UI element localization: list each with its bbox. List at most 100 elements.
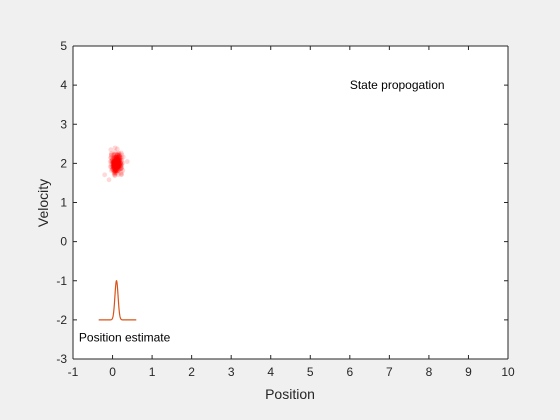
particle-point xyxy=(116,153,122,159)
particle-point xyxy=(115,152,121,158)
particle-point xyxy=(108,161,114,167)
particle-point xyxy=(113,161,119,167)
particle-point xyxy=(109,151,114,156)
particle-point xyxy=(114,164,119,170)
particle-point xyxy=(116,162,122,168)
particle-point xyxy=(120,160,126,166)
particle-point xyxy=(110,167,116,173)
particle-point xyxy=(114,164,120,170)
particle-point xyxy=(113,162,118,168)
particle-point xyxy=(115,159,121,165)
particle-point xyxy=(111,158,117,164)
particle-point xyxy=(102,172,108,178)
particle-point xyxy=(108,164,114,170)
particle-point xyxy=(113,160,118,166)
particle-point xyxy=(116,156,122,162)
particle-point xyxy=(111,155,116,161)
particle-point xyxy=(115,158,120,164)
particle-point xyxy=(115,165,120,171)
particle-point xyxy=(111,163,116,169)
particle-point xyxy=(116,164,121,169)
particle-point xyxy=(112,164,118,170)
particle-point xyxy=(115,158,121,164)
particle-point xyxy=(114,164,120,170)
particle-point xyxy=(119,152,125,158)
particle-point xyxy=(112,155,117,160)
y-tick-label: 1 xyxy=(60,196,67,210)
particle-point xyxy=(115,164,120,170)
particle-point xyxy=(110,164,116,170)
particle-point xyxy=(117,158,123,163)
particle-point xyxy=(114,152,120,158)
particle-point xyxy=(114,164,120,170)
particle-point xyxy=(115,154,121,160)
particle-point xyxy=(113,166,119,172)
particle-point xyxy=(108,147,114,153)
particle-point xyxy=(118,160,124,165)
particle-point xyxy=(111,160,117,165)
particle-point xyxy=(112,162,118,168)
particle-point xyxy=(113,163,119,169)
particle-point xyxy=(111,162,117,168)
particle-point xyxy=(107,159,113,165)
particle-point xyxy=(112,159,118,165)
particle-point xyxy=(117,155,122,160)
particle-point xyxy=(112,154,118,160)
particle-point xyxy=(111,159,117,165)
particle-point xyxy=(112,159,118,165)
particle-point xyxy=(111,159,117,164)
particle-point xyxy=(115,162,121,168)
y-tick-label: 0 xyxy=(60,235,67,249)
particle-point xyxy=(114,164,120,170)
particle-point xyxy=(114,157,120,163)
particle-point xyxy=(111,158,116,164)
particle-point xyxy=(118,170,124,175)
particle-point xyxy=(115,162,121,168)
x-tick-label: 1 xyxy=(149,365,156,379)
particle-point xyxy=(110,160,116,166)
particle-point xyxy=(108,152,114,158)
particle-point xyxy=(113,155,119,161)
particle-point xyxy=(116,158,122,163)
y-tick-label: 2 xyxy=(60,156,67,170)
particle-point xyxy=(114,160,120,166)
particle-point xyxy=(117,162,123,167)
particle-point xyxy=(112,161,118,167)
particle-point xyxy=(112,159,118,165)
particle-point xyxy=(115,164,121,170)
particle-point xyxy=(111,155,117,160)
particle-point xyxy=(115,160,120,166)
particle-point xyxy=(115,155,121,160)
particle-point xyxy=(116,158,122,164)
particle-point xyxy=(108,155,114,161)
particle-point xyxy=(118,166,124,172)
particle-point xyxy=(111,170,117,175)
particle-point xyxy=(113,167,119,173)
particle-point xyxy=(117,163,123,169)
particle-point xyxy=(111,163,116,169)
particle-point xyxy=(114,166,120,172)
particle-point xyxy=(114,162,120,168)
particle-point xyxy=(116,164,121,170)
particle-point xyxy=(118,161,124,167)
x-tick-label: 8 xyxy=(426,365,433,379)
particle-point xyxy=(113,157,119,162)
particle-point xyxy=(111,165,117,170)
particle-point xyxy=(115,159,120,165)
particle-point xyxy=(118,172,124,177)
particle-point xyxy=(110,159,116,165)
particle-point xyxy=(111,160,117,166)
particle-point xyxy=(116,163,122,169)
x-tick-label: 2 xyxy=(188,365,195,379)
annotation-position-estimate: Position estimate xyxy=(79,330,171,344)
particle-point xyxy=(117,153,122,159)
particle-point xyxy=(112,149,118,155)
particle-point xyxy=(116,158,122,164)
particle-point xyxy=(115,161,120,167)
particle-point xyxy=(115,161,121,167)
particle-point xyxy=(116,164,122,169)
particle-point xyxy=(114,159,119,165)
particle-point xyxy=(114,163,120,169)
particle-point xyxy=(116,161,122,167)
